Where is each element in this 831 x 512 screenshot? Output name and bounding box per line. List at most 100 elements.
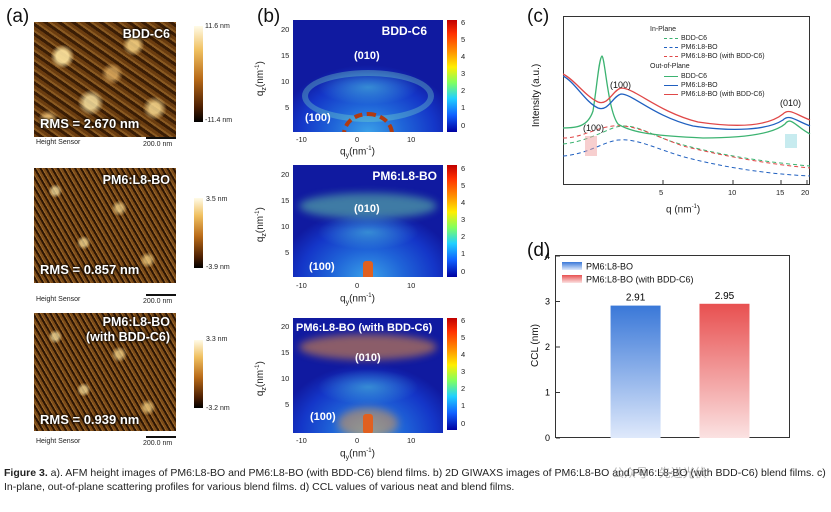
ccl-bar-value-label: 2.91 [626, 293, 646, 304]
giwaxs-ylabel: qz(nm-1) [254, 61, 269, 97]
afm-rms-value: RMS = 0.857 nm [40, 262, 140, 277]
giwaxs-ytick: 10 [281, 374, 290, 383]
cbar-tick: 2 [461, 384, 466, 393]
peak-highlight-100 [585, 136, 597, 156]
giwaxs-image-bdd-c6: BDD-C6 (010) (100) [293, 20, 443, 132]
inplane-with-bdd-curve [563, 125, 811, 169]
scattering-xlabel: q (nm-1) [666, 204, 701, 216]
afm-scalebar [146, 436, 176, 438]
ccl-bar-chart: 4 3 2 1 0 2.91 2.95 PM6:L8-BO PM6:L8-BO (with… [545, 251, 790, 443]
cbar-tick: 3 [461, 69, 466, 78]
afm-sensor-label: Height Sensor [36, 438, 81, 445]
giwaxs-beamstop [363, 414, 373, 433]
afm-colorbar [194, 198, 203, 268]
caption-label: Figure 3. [4, 467, 48, 479]
cbar-tick: 3 [461, 215, 466, 224]
scattering-xtick: 10 [728, 188, 737, 197]
giwaxs-ytick: 15 [281, 51, 290, 60]
cbar-tick: 6 [461, 316, 466, 325]
scattering-xtick: 15 [776, 188, 785, 197]
cbar-tick: 0 [461, 419, 466, 428]
panel-a-letter: (a) [6, 6, 30, 27]
plot-frame [563, 16, 810, 185]
ccl-bar-1 [699, 303, 750, 438]
afm-cbar-min: -3.9 nm [206, 264, 230, 271]
annotation-010: (010) [780, 98, 802, 108]
cbar-tick: 2 [461, 232, 466, 241]
legend-outplane-title: Out-of-Plane [650, 63, 690, 70]
legend-inplane-title: In-Plane [650, 26, 677, 33]
legend-swatch [664, 84, 678, 86]
watermark: 公众号 · 先进光伏 [612, 466, 707, 480]
afm-rms-value: RMS = 2.670 nm [40, 116, 140, 131]
cbar-tick: 4 [461, 52, 466, 61]
legend-swatch-pm6 [562, 262, 582, 270]
scattering-xtick: 5 [659, 188, 664, 197]
cbar-tick: 1 [461, 249, 466, 258]
legend-inplane-item: BDD-C6 [664, 35, 707, 42]
outplane-pm6-curve [563, 75, 811, 131]
legend-outplane-item: PM6:L8-BO (with BDD-C6) [664, 91, 765, 98]
cbar-tick: 0 [461, 121, 466, 130]
afm-sample-label: PM6:L8-BO [102, 315, 170, 329]
legend-swatch [664, 46, 678, 48]
giwaxs-colorbar [447, 20, 457, 132]
legend-swatch [664, 37, 678, 39]
giwaxs-xtick: 10 [407, 436, 416, 445]
giwaxs-ylabel: qz(nm-1) [254, 207, 269, 243]
cbar-tick: 0 [461, 267, 466, 276]
legend-inplane-item: PM6:L8-BO [664, 44, 718, 51]
giwaxs-ytick: 5 [285, 400, 290, 409]
giwaxs-xlabel: qy(nm-1) [340, 146, 375, 160]
legend-swatch-with-bdd [562, 275, 582, 283]
giwaxs-peak-100: (100) [309, 261, 335, 273]
panel-c-letter: (c) [527, 6, 550, 27]
scattering-profile-plot [563, 16, 811, 185]
afm-scale-label: 200.0 nm [143, 298, 173, 305]
giwaxs-ring [299, 334, 437, 360]
legend-inplane-item: PM6:L8-BO (with BDD-C6) [664, 53, 765, 60]
afm-sensor-label: Height Sensor [36, 139, 81, 146]
afm-image-pm6-l8-bo-with-bdd-c6: PM6:L8-BO (with BDD-C6) RMS = 0.939 nm [34, 313, 176, 431]
ccl-yticks: 4 3 2 1 0 [545, 251, 560, 443]
ccl-plot-frame [555, 255, 790, 438]
legend-outplane-item: BDD-C6 [664, 73, 707, 80]
giwaxs-xtick: -10 [296, 436, 307, 445]
giwaxs-colorbar [447, 165, 457, 277]
panel-d-letter: (d) [527, 240, 551, 261]
giwaxs-ytick: 5 [285, 103, 290, 112]
cbar-tick: 2 [461, 86, 466, 95]
giwaxs-ytick: 15 [281, 348, 290, 357]
giwaxs-xtick: 0 [355, 436, 360, 445]
afm-cbar-min: -3.2 nm [206, 405, 230, 412]
afm-scalebar [146, 137, 176, 139]
outplane-bdd-c6-curve [563, 55, 811, 139]
giwaxs-ylabel: qz(nm-1) [254, 361, 269, 397]
giwaxs-xtick: -10 [296, 135, 307, 144]
legend-swatch [664, 93, 678, 95]
legend-outplane-item: PM6:L8-BO [664, 82, 718, 89]
cbar-tick: 6 [461, 164, 466, 173]
giwaxs-ytick: 15 [281, 196, 290, 205]
afm-cbar-max: 3.3 nm [206, 336, 228, 343]
giwaxs-xtick: 0 [355, 135, 360, 144]
cbar-tick: 1 [461, 401, 466, 410]
giwaxs-ytick: 10 [281, 222, 290, 231]
afm-scalebar [146, 294, 176, 296]
giwaxs-xtick: 10 [407, 135, 416, 144]
legend-label-pm6: PM6:L8-BO [586, 262, 633, 272]
ccl-ylabel: CCL (nm) [529, 324, 541, 367]
giwaxs-peak-100: (100) [305, 112, 331, 124]
giwaxs-xtick: 0 [355, 281, 360, 290]
giwaxs-peak-100: (100) [310, 411, 336, 423]
afm-sensor-label: Height Sensor [36, 296, 81, 303]
afm-image-pm6-l8-bo: PM6:L8-BO RMS = 0.857 nm [34, 168, 176, 283]
ccl-ytick-label: 0 [545, 433, 550, 443]
ccl-ytick-label: 4 [545, 251, 550, 261]
scattering-ylabel: Intensity (a.u.) [531, 63, 543, 128]
legend-swatch [664, 75, 678, 77]
giwaxs-title: BDD-C6 [381, 24, 427, 38]
afm-colorbar [194, 340, 203, 408]
giwaxs-peak-010: (010) [355, 352, 381, 364]
giwaxs-peak-010: (010) [354, 203, 380, 215]
